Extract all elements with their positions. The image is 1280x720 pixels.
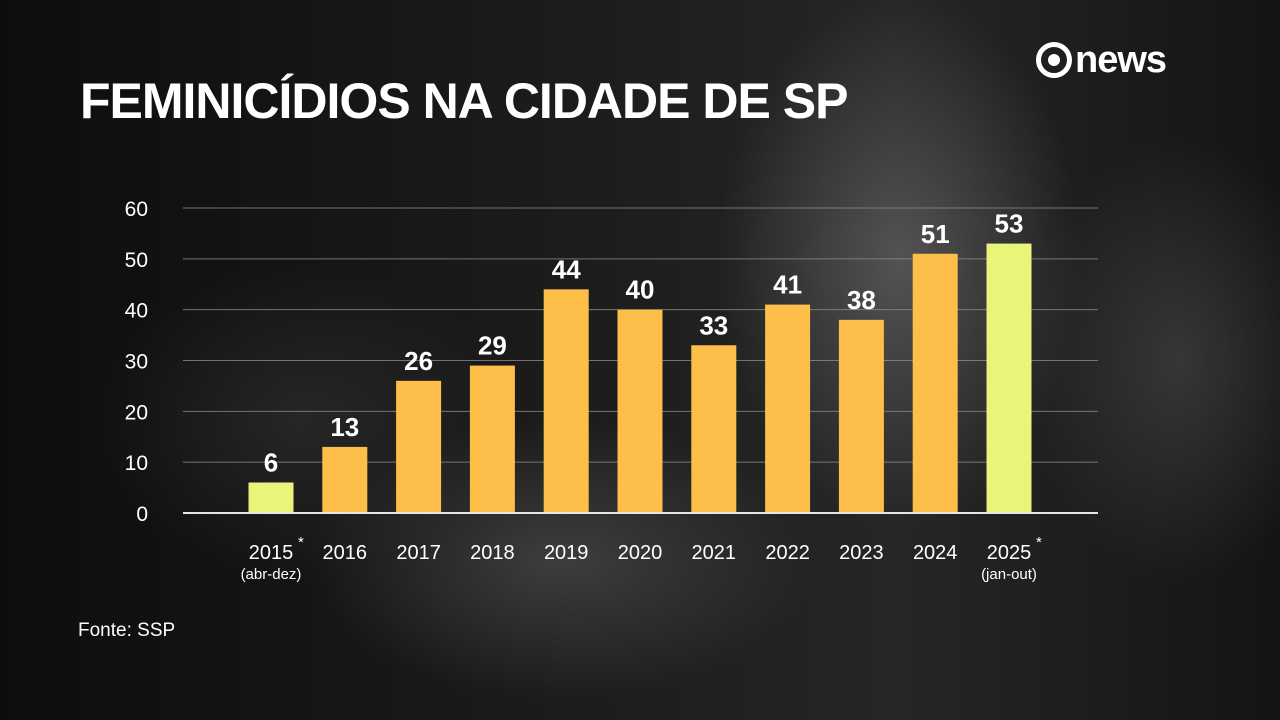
y-tick-label: 0 [136, 503, 148, 526]
bar [543, 289, 589, 513]
bar [986, 243, 1032, 514]
bar [322, 446, 368, 513]
x-tick-label: 2025 [987, 542, 1032, 564]
logo-text: news [1075, 38, 1167, 81]
data-label: 6 [264, 448, 278, 478]
globo-circle-icon [1036, 42, 1072, 78]
y-tick-label: 30 [125, 351, 148, 374]
x-tick-label: 2023 [839, 542, 884, 564]
x-tick-label: 2019 [544, 542, 589, 564]
bar [691, 345, 737, 513]
bar [617, 309, 663, 513]
y-tick-label: 50 [125, 249, 148, 272]
data-label: 44 [552, 254, 581, 284]
bar [248, 482, 294, 513]
x-tick-label: 2015 [249, 542, 294, 564]
data-label: 53 [995, 209, 1024, 239]
x-tick-label: 2021 [692, 542, 737, 564]
asterisk-mark: * [1036, 534, 1042, 551]
y-tick-label: 20 [125, 401, 148, 424]
data-label: 26 [404, 346, 433, 376]
bar [838, 319, 884, 513]
y-tick-label: 10 [125, 452, 148, 475]
x-tick-label: 2016 [323, 542, 368, 564]
asterisk-mark: * [298, 534, 304, 551]
data-label: 41 [773, 270, 802, 300]
x-tick-label: 2022 [765, 542, 810, 564]
bar [765, 304, 811, 513]
data-label: 40 [626, 275, 655, 305]
bar [469, 365, 515, 513]
bar [912, 253, 958, 513]
brand-logo: news [1036, 38, 1167, 82]
x-tick-label: 2017 [396, 542, 441, 564]
data-label: 51 [921, 219, 950, 249]
period-note: (jan-out) [981, 566, 1037, 583]
data-label: 13 [330, 412, 359, 442]
period-note: (abr-dez) [241, 566, 302, 583]
page-title: FEMINICÍDIOS NA CIDADE DE SP [80, 73, 848, 129]
x-tick-label: 2020 [618, 542, 663, 564]
x-tick-label: 2024 [913, 542, 958, 564]
data-label: 29 [478, 331, 507, 361]
x-tick-label: 2018 [470, 542, 515, 564]
data-label: 33 [699, 310, 728, 340]
bar [396, 380, 442, 513]
source-note: Fonte: SSP [78, 620, 176, 641]
data-label: 38 [847, 285, 876, 315]
y-tick-label: 40 [125, 300, 148, 323]
y-tick-label: 60 [125, 198, 148, 221]
